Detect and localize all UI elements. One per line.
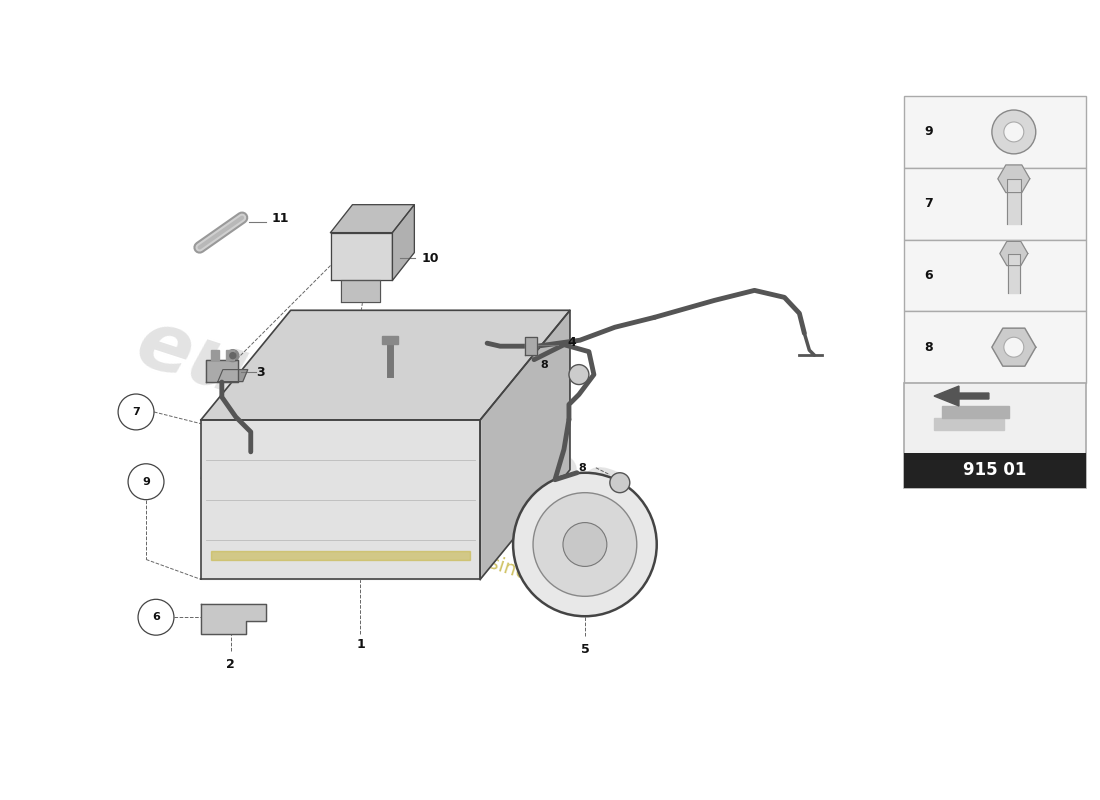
Polygon shape [525, 338, 537, 355]
Polygon shape [481, 310, 570, 579]
Polygon shape [201, 310, 570, 420]
Text: 2: 2 [227, 658, 235, 670]
Polygon shape [211, 350, 219, 360]
Polygon shape [1000, 242, 1027, 266]
Text: 7: 7 [924, 197, 933, 210]
Text: 1: 1 [356, 638, 365, 650]
Circle shape [534, 493, 637, 596]
Text: 915 01: 915 01 [964, 462, 1026, 479]
Polygon shape [211, 550, 470, 560]
Text: 7: 7 [132, 407, 140, 417]
Polygon shape [206, 360, 238, 382]
Bar [904, 311, 1086, 383]
Text: 8: 8 [540, 360, 548, 370]
Circle shape [227, 350, 239, 362]
Polygon shape [934, 386, 989, 406]
Bar [904, 239, 1086, 311]
Text: 9: 9 [142, 477, 150, 486]
Text: 11: 11 [272, 212, 289, 225]
Bar [904, 383, 1086, 488]
Text: 8: 8 [924, 341, 933, 354]
Polygon shape [1008, 254, 1020, 294]
Circle shape [563, 522, 607, 566]
Text: 8: 8 [578, 462, 586, 473]
Text: 10: 10 [421, 252, 439, 265]
Text: 5: 5 [581, 642, 590, 656]
Circle shape [1004, 122, 1024, 142]
Polygon shape [998, 165, 1030, 193]
Text: a passion for parts since 1985: a passion for parts since 1985 [307, 495, 593, 604]
Polygon shape [992, 328, 1036, 366]
Polygon shape [226, 350, 234, 360]
Polygon shape [383, 336, 398, 344]
Circle shape [569, 365, 589, 385]
Polygon shape [218, 370, 248, 382]
Bar [904, 168, 1086, 239]
Text: 4: 4 [568, 336, 576, 349]
Polygon shape [934, 418, 1004, 430]
Polygon shape [393, 205, 415, 281]
Text: 9: 9 [924, 126, 933, 138]
Polygon shape [201, 604, 266, 634]
Text: 6: 6 [924, 269, 933, 282]
Bar [904, 453, 1086, 488]
Polygon shape [1006, 178, 1021, 224]
Polygon shape [942, 406, 1009, 418]
Text: 6: 6 [152, 612, 160, 622]
Circle shape [1004, 338, 1024, 357]
Circle shape [609, 473, 630, 493]
Circle shape [992, 110, 1036, 154]
Polygon shape [341, 281, 381, 302]
Circle shape [230, 353, 235, 358]
Polygon shape [331, 205, 415, 233]
Polygon shape [201, 420, 481, 579]
Text: eurospares: eurospares [126, 304, 635, 536]
Bar [904, 96, 1086, 168]
Circle shape [513, 473, 657, 616]
Text: 3: 3 [256, 366, 265, 378]
Polygon shape [331, 233, 393, 281]
